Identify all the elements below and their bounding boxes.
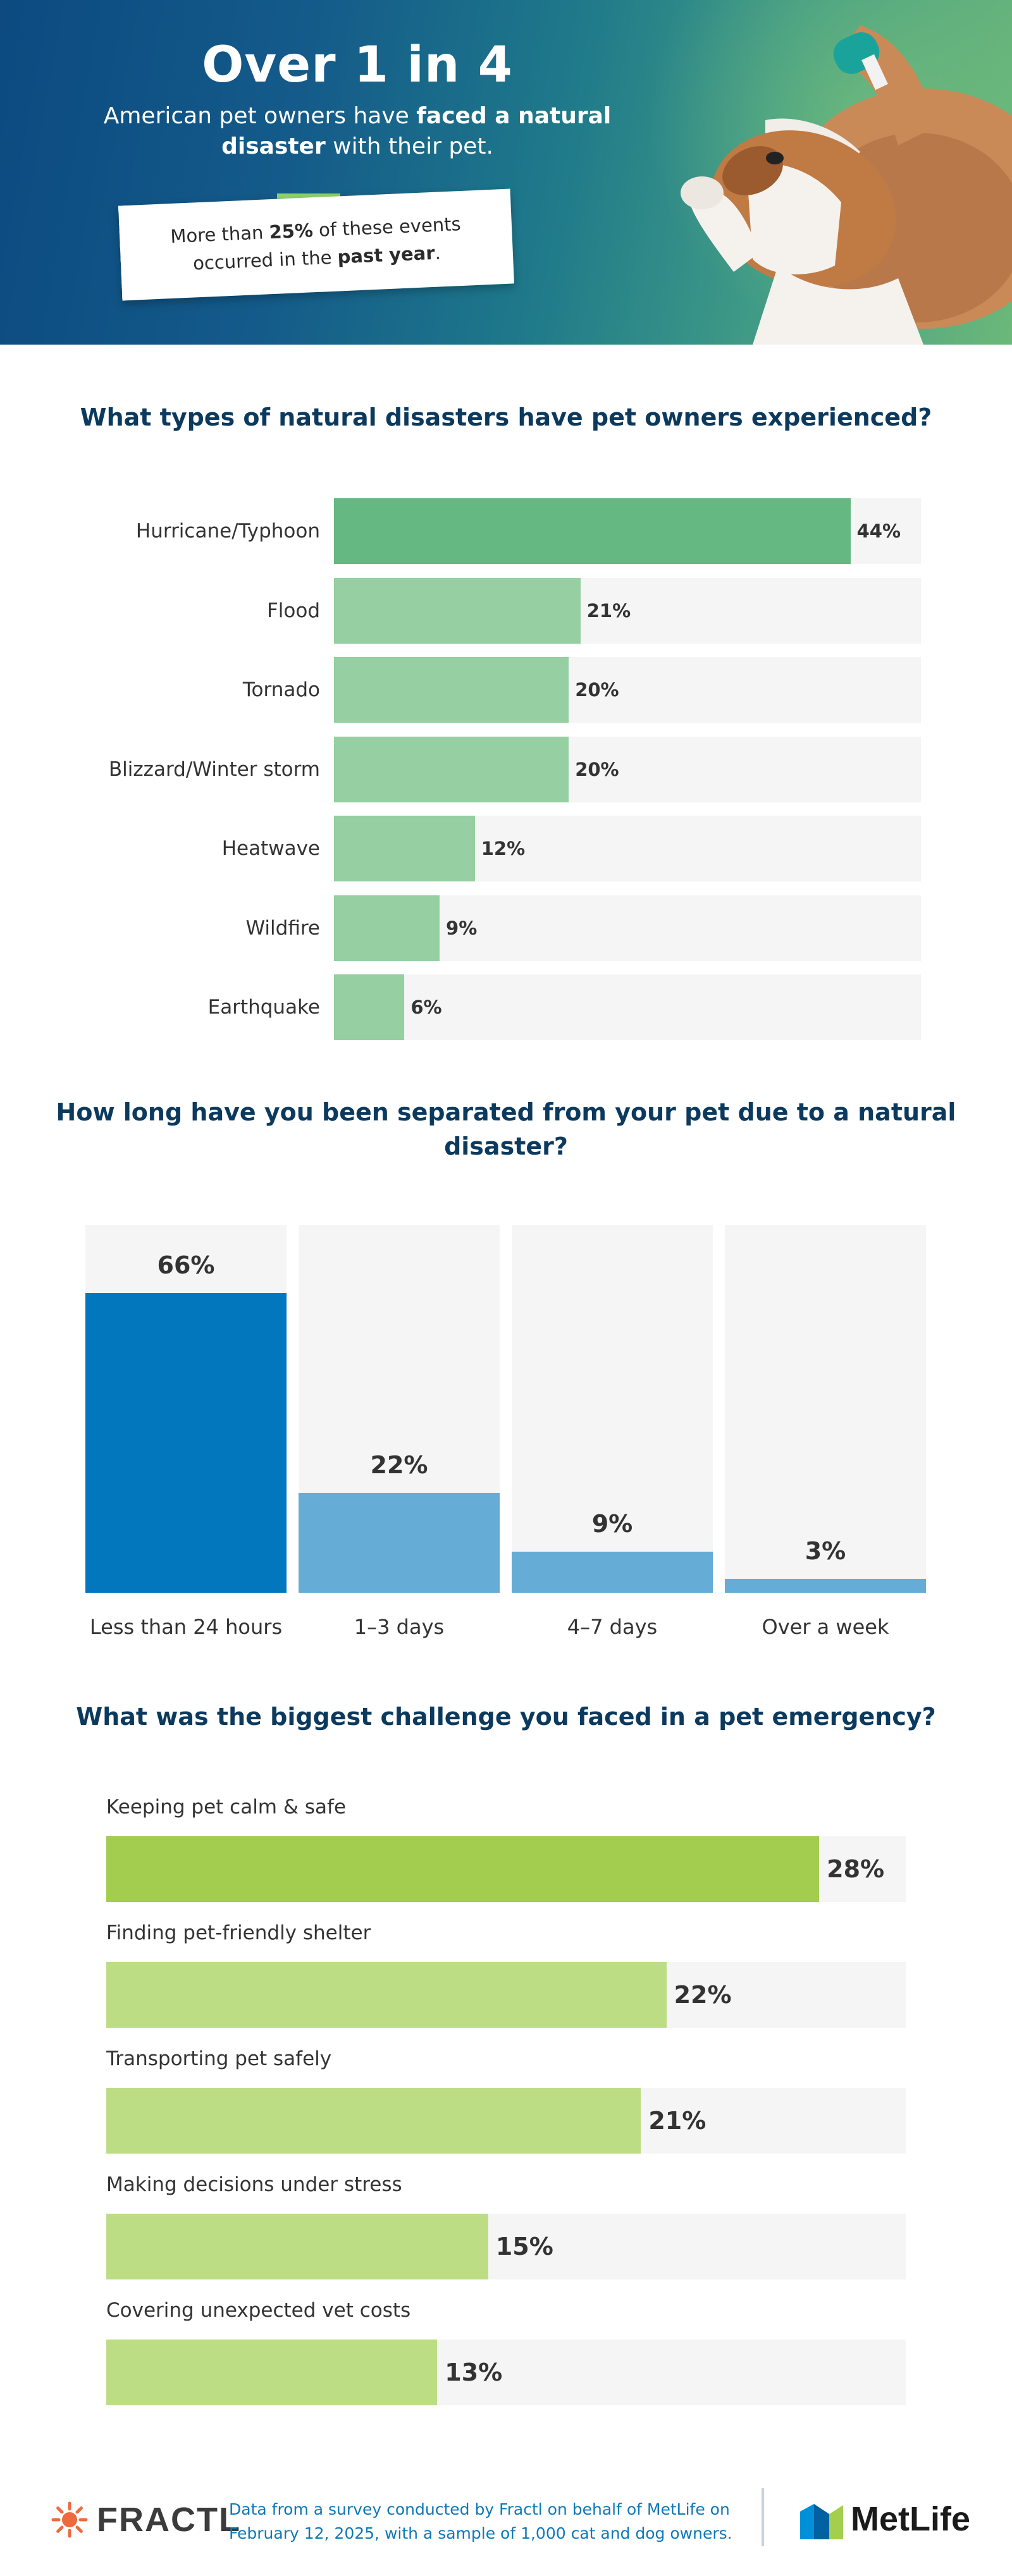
- chart2-column-track: 22%: [299, 1225, 500, 1593]
- chart2-column-track: 9%: [512, 1225, 713, 1593]
- chart3-category-label: Keeping pet calm & safe: [106, 1796, 347, 1819]
- chart3-value-label: 13%: [445, 2358, 503, 2386]
- footer-source-text: Data from a survey conducted by Fractl o…: [229, 2500, 732, 2542]
- chart1-bar: [334, 498, 851, 564]
- chart1-bar-track: 6%: [334, 974, 921, 1040]
- chart3-value-label: 28%: [827, 1855, 885, 1883]
- chart1-bar-track: 20%: [334, 657, 921, 723]
- chart3-bar-track: 28%: [106, 1836, 906, 1902]
- chart3-value-label: 15%: [495, 2233, 553, 2260]
- fractl-sun-icon: [51, 2501, 88, 2538]
- chart1-category-label: Flood: [266, 599, 320, 622]
- chart2-category-label: 4–7 days: [567, 1615, 658, 1639]
- dog-illustration-icon: [681, 25, 1012, 345]
- chart2-value-label: 22%: [370, 1451, 428, 1479]
- chart2-column-track: 66%: [85, 1225, 287, 1593]
- chart1-category-label: Earthquake: [207, 996, 320, 1019]
- chart1-row: Tornado 20%: [0, 657, 1012, 723]
- chart1-value-label: 6%: [410, 997, 442, 1018]
- chart1-value-label: 44%: [856, 520, 901, 542]
- chart3-category-label: Covering unexpected vet costs: [106, 2299, 411, 2322]
- chart3-bar: [106, 1962, 667, 2028]
- chart1-value-label: 12%: [481, 838, 526, 859]
- footer-divider: [762, 2488, 764, 2546]
- chart2-category-label: 1–3 days: [354, 1615, 445, 1639]
- chart3-category-label: Transporting pet safely: [106, 2047, 332, 2070]
- chart1-category-label: Wildfire: [245, 916, 320, 940]
- chart2-title: How long have you been separated from yo…: [56, 1098, 956, 1160]
- hero-subtitle: American pet owners have faced a natural…: [89, 101, 626, 162]
- chart1-bar: [334, 974, 405, 1040]
- chart1-row: Hurricane/Typhoon 44%: [0, 498, 1012, 564]
- chart3-bar: [106, 2340, 438, 2405]
- chart3-bar-track: 15%: [106, 2214, 906, 2279]
- note-bold-percent: 25%: [268, 219, 314, 243]
- hero-accent-line: [277, 193, 340, 199]
- hero-banner: Over 1 in 4 American pet owners have fac…: [0, 0, 1012, 345]
- chart1-bar-track: 12%: [334, 816, 921, 881]
- chart2-value-label: 9%: [591, 1510, 633, 1538]
- chart1-row: Flood 21%: [0, 577, 1012, 644]
- chart1-bar: [334, 816, 475, 881]
- chart2-column-track: 3%: [725, 1225, 926, 1593]
- chart1-bar-track: 20%: [334, 736, 921, 802]
- chart2-category-label: Over a week: [762, 1615, 889, 1639]
- chart3-bar: [106, 2088, 641, 2154]
- note-bold-period: past year: [336, 242, 436, 268]
- chart1-category-label: Heatwave: [221, 837, 320, 860]
- chart1-value-label: 20%: [575, 758, 619, 780]
- chart1-bar: [334, 736, 569, 802]
- chart1-value-label: 21%: [586, 599, 631, 622]
- chart2-bar: [512, 1552, 713, 1593]
- chart2-bar: [299, 1492, 500, 1593]
- chart1-value-label: 9%: [446, 917, 478, 939]
- chart1-value-label: 20%: [575, 679, 619, 701]
- chart3-bar: [106, 2214, 488, 2279]
- chart3-value-label: 22%: [674, 1981, 732, 2009]
- chart1-title: What types of natural disasters have pet…: [80, 403, 932, 431]
- chart1-row: Wildfire 9%: [0, 895, 1012, 961]
- chart1-row: Heatwave 12%: [0, 816, 1012, 881]
- chart3-bar: [106, 1836, 820, 1902]
- chart2-value-label: 66%: [157, 1251, 215, 1279]
- metlife-wordmark: MetLife: [851, 2500, 970, 2538]
- chart1-row: Blizzard/Winter storm 20%: [0, 736, 1012, 802]
- chart1-bar: [334, 577, 581, 644]
- metlife-m-icon: [800, 2504, 843, 2539]
- chart2-bar: [85, 1292, 287, 1593]
- chart3-bar-track: 22%: [106, 1962, 906, 2028]
- chart3-value-label: 21%: [648, 2107, 707, 2135]
- fractl-wordmark: FRACTL: [97, 2501, 241, 2539]
- hero-note-card: More than 25% of these events occurred i…: [118, 188, 514, 301]
- chart2-bar: [725, 1579, 926, 1593]
- chart1-bar-track: 21%: [334, 577, 921, 644]
- chart3-category-label: Finding pet-friendly shelter: [106, 1922, 371, 1944]
- chart1-category-label: Tornado: [242, 678, 320, 701]
- chart1-row: Earthquake 6%: [0, 974, 1012, 1040]
- chart1-bar: [334, 895, 440, 961]
- hero-note-text: More than 25% of these events occurred i…: [157, 209, 475, 279]
- chart2-category-label: Less than 24 hours: [89, 1615, 283, 1639]
- note-pre: More than: [170, 221, 270, 248]
- chart3-category-label: Making decisions under stress: [106, 2173, 402, 2196]
- hero-title: Over 1 in 4: [202, 37, 513, 94]
- chart3-title: What was the biggest challenge you faced…: [76, 1703, 936, 1731]
- hero-sub-post: with their pet.: [325, 133, 493, 159]
- chart1-bar: [334, 657, 569, 723]
- chart3-bar-track: 13%: [106, 2340, 906, 2405]
- chart1-bar-track: 44%: [334, 498, 921, 564]
- chart1-category-label: Blizzard/Winter storm: [108, 757, 320, 781]
- note-post: .: [434, 242, 441, 264]
- chart1-category-label: Hurricane/Typhoon: [135, 520, 320, 543]
- hero-sub-bold: faced a natural disaster: [221, 103, 612, 159]
- hero-sub-pre: American pet owners have: [103, 103, 417, 129]
- chart1-bar-track: 9%: [334, 895, 921, 961]
- chart3-bar-track: 21%: [106, 2088, 906, 2154]
- chart2-value-label: 3%: [805, 1537, 846, 1566]
